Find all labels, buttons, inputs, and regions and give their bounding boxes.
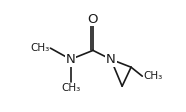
Text: CH₃: CH₃ [143, 71, 163, 81]
Text: CH₃: CH₃ [30, 43, 49, 53]
Text: O: O [88, 13, 98, 26]
Text: N: N [106, 53, 116, 66]
Text: CH₃: CH₃ [61, 83, 80, 93]
Text: N: N [66, 53, 76, 66]
